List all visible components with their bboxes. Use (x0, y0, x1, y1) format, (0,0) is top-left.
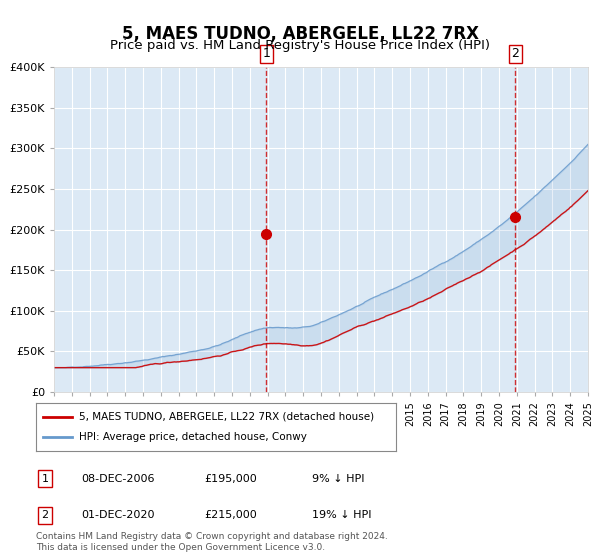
Text: 2: 2 (511, 47, 519, 60)
Text: 2: 2 (41, 510, 49, 520)
Text: 5, MAES TUDNO, ABERGELE, LL22 7RX (detached house): 5, MAES TUDNO, ABERGELE, LL22 7RX (detac… (79, 412, 374, 422)
Text: £195,000: £195,000 (204, 474, 257, 484)
Text: 08-DEC-2006: 08-DEC-2006 (81, 474, 155, 484)
Text: HPI: Average price, detached house, Conwy: HPI: Average price, detached house, Conw… (79, 432, 307, 442)
Text: 1: 1 (41, 474, 49, 484)
Text: Contains HM Land Registry data © Crown copyright and database right 2024.
This d: Contains HM Land Registry data © Crown c… (36, 532, 388, 552)
Text: 9% ↓ HPI: 9% ↓ HPI (312, 474, 365, 484)
Text: 1: 1 (262, 47, 270, 60)
Text: Price paid vs. HM Land Registry's House Price Index (HPI): Price paid vs. HM Land Registry's House … (110, 39, 490, 52)
Text: £215,000: £215,000 (204, 510, 257, 520)
Text: 19% ↓ HPI: 19% ↓ HPI (312, 510, 371, 520)
Text: 01-DEC-2020: 01-DEC-2020 (81, 510, 155, 520)
Text: 5, MAES TUDNO, ABERGELE, LL22 7RX: 5, MAES TUDNO, ABERGELE, LL22 7RX (121, 25, 479, 43)
